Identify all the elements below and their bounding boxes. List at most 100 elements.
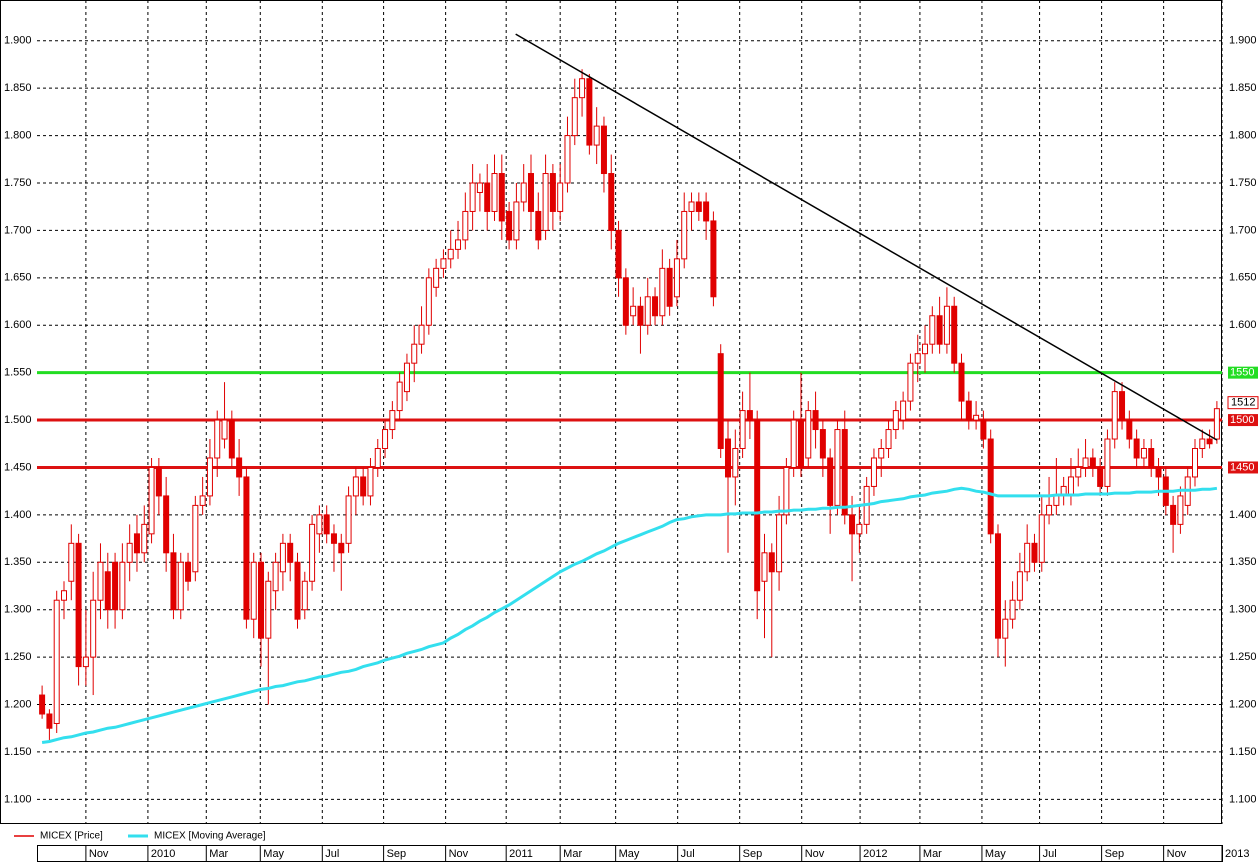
candle-body [557, 182, 564, 212]
y-tick-label: 1.700 [4, 224, 32, 236]
x-tick-label: Nov [449, 848, 469, 860]
x-tick-label: Jul [1043, 848, 1057, 860]
candle-body [973, 414, 980, 421]
candle-body [1009, 599, 1016, 620]
level-label-box [1228, 366, 1258, 379]
candle-body [1067, 476, 1074, 497]
candle-body [425, 277, 432, 326]
candle-body [717, 353, 724, 450]
candle-body [1170, 504, 1177, 525]
candle-body [155, 466, 162, 497]
y-tick-label: 1.350 [4, 556, 32, 568]
candle-body [1046, 504, 1053, 516]
candle-body [185, 561, 192, 582]
candle-body [987, 438, 994, 535]
candle-body [922, 343, 929, 355]
candle-body [148, 466, 155, 535]
y-tick-label-right: 1.700 [1229, 224, 1257, 236]
candle-body [914, 353, 921, 364]
candle-body [907, 362, 914, 402]
candle-body [374, 448, 381, 468]
candle-body [243, 476, 250, 620]
trendline [515, 33, 1218, 441]
candle-body [1038, 514, 1045, 563]
candle-body [1148, 448, 1155, 468]
y-tick-label: 1.200 [4, 698, 32, 710]
candle-body [75, 542, 82, 668]
candle-body [600, 125, 607, 175]
candle-body [258, 561, 265, 639]
x-tick-label: May [619, 848, 640, 860]
candle-body [900, 400, 907, 421]
candle-body [265, 580, 272, 639]
candle-body [1075, 466, 1082, 478]
candle-body [841, 429, 848, 516]
candle-body [1213, 408, 1220, 440]
candle-body [82, 656, 89, 668]
candle-body [608, 173, 615, 231]
x-tick-label: Sep [387, 848, 407, 860]
candle-body [615, 229, 622, 279]
candle-body [980, 419, 987, 440]
candle-body [666, 267, 673, 307]
candle-body [630, 305, 637, 317]
candle-body [1140, 448, 1147, 459]
candle-body [199, 495, 206, 506]
candle-body [97, 561, 104, 601]
candle-body [119, 561, 126, 611]
candle-body [1177, 495, 1184, 525]
level-label: 1500 [1230, 414, 1254, 426]
candle-body [571, 97, 578, 137]
candle-body [1119, 391, 1126, 421]
x-tick-label: Mar [209, 848, 228, 860]
candle-body [892, 410, 899, 431]
candle-body [688, 201, 695, 212]
x-tick-label: May [985, 848, 1006, 860]
candle-body [382, 429, 389, 450]
candle-body [389, 410, 396, 431]
candle-body [367, 466, 374, 497]
candle-body [352, 476, 359, 497]
candle-body [790, 419, 797, 468]
candle-body [345, 495, 352, 544]
x-tick-label: 2011 [509, 848, 533, 860]
x-tick-label: Jul [681, 848, 695, 860]
candle-body [330, 533, 337, 544]
candle-body [1111, 391, 1118, 440]
candle-body [90, 599, 97, 658]
x-tick-label: Nov [1167, 848, 1187, 860]
candle-body [754, 419, 761, 592]
candle-body [849, 514, 856, 535]
candle-body [462, 210, 469, 241]
candle-body [549, 173, 556, 212]
candle-body [936, 315, 943, 345]
level-label-box [1228, 414, 1258, 427]
candle-body [338, 542, 345, 554]
y-tick-label-right: 1.150 [1229, 746, 1257, 758]
y-tick-label-right: 1.750 [1229, 177, 1257, 189]
x-tick-label: 2013 [1225, 848, 1249, 860]
candle-body [1104, 438, 1111, 487]
candle-body [316, 514, 323, 535]
y-tick-label: 1.450 [4, 461, 32, 473]
candle-body [433, 267, 440, 288]
candle-body [1126, 419, 1133, 440]
candle-body [1016, 571, 1023, 601]
candle-body [1082, 457, 1089, 468]
x-tick-label: Mar [923, 848, 942, 860]
candle-body [797, 419, 804, 468]
candle-body [104, 571, 111, 611]
candle-body [133, 533, 140, 554]
candle-body [294, 561, 301, 620]
candle-body [250, 561, 257, 620]
candle-body [498, 173, 505, 222]
candle-body [951, 305, 958, 364]
x-tick-label: Jul [325, 848, 339, 860]
candle-body [1155, 466, 1162, 478]
candle-body [1053, 495, 1060, 506]
candle-body [943, 305, 950, 345]
candle-body [1024, 542, 1031, 573]
candle-body [673, 258, 680, 298]
